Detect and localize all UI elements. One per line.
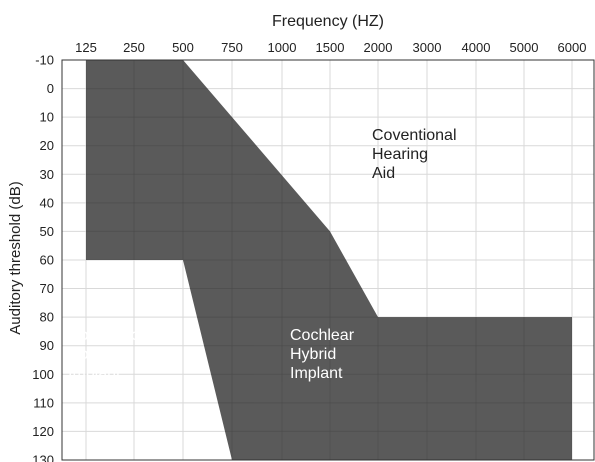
y-tick-label-30: 30 <box>40 167 54 182</box>
annotation-3: Cochlear Hybrid Implant <box>290 327 355 382</box>
x-axis-title: Frequency (HZ) <box>272 13 384 30</box>
annotation-2-line-2: Cochlear <box>68 346 133 363</box>
x-tick-label-125: 125 <box>75 40 97 55</box>
y-tick-label--10: -10 <box>35 53 54 68</box>
x-tick-labels: 125 250 500 750 1000 1500 2000 3000 4000 5000 6000 <box>75 40 586 55</box>
annotation-3-line-2: Hybrid <box>290 346 336 363</box>
region-annotations: Coventional Hearing Aid Conventional Cochlea… <box>68 127 457 382</box>
y-tick-label-70: 70 <box>40 281 54 296</box>
x-tick-label-1000: 1000 <box>268 40 297 55</box>
y-tick-label-110: 110 <box>33 395 54 410</box>
y-tick-label-90: 90 <box>40 338 54 353</box>
annotation-2-line-3: Implant <box>68 365 121 382</box>
annotation-3-line-1: Cochlear <box>290 327 355 344</box>
annotation-3-line-3: Implant <box>290 365 343 382</box>
x-tick-label-500: 500 <box>172 40 194 55</box>
x-tick-label-1500: 1500 <box>316 40 345 55</box>
x-tick-label-2000: 2000 <box>364 40 393 55</box>
plot-frame <box>61 59 595 461</box>
y-tick-label-120: 120 <box>32 424 54 439</box>
x-tick-label-250: 250 <box>123 40 145 55</box>
annotation-2-line-1: Conventional <box>68 327 161 344</box>
annotation-1: Coventional Hearing Aid <box>372 127 457 182</box>
x-tick-label-6000: 6000 <box>558 40 587 55</box>
y-tick-label-50: 50 <box>40 224 54 239</box>
y-tick-label-100: 100 <box>32 367 54 382</box>
annotation-1-line-3: Aid <box>372 165 395 182</box>
x-tick-label-4000: 4000 <box>462 40 491 55</box>
y-tick-label-130: 130 <box>32 452 54 462</box>
x-tick-label-5000: 5000 <box>510 40 539 55</box>
y-tick-label-10: 10 <box>40 110 54 125</box>
x-tick-label-3000: 3000 <box>413 40 442 55</box>
y-axis-title: Auditory threshold (dB) <box>7 181 24 334</box>
y-tick-label-60: 60 <box>40 252 54 267</box>
y-tick-label-80: 80 <box>40 310 54 325</box>
y-tick-label-0: 0 <box>47 81 54 96</box>
y-tick-labels: -10 0 10 20 30 40 50 60 70 80 90 100 110 120 130 <box>32 53 54 462</box>
annotation-2: Conventional Cochlear Implant <box>68 327 161 382</box>
x-tick-label-750: 750 <box>221 40 243 55</box>
y-tick-label-20: 20 <box>40 138 54 153</box>
y-tick-label-40: 40 <box>40 195 54 210</box>
annotation-1-line-1: Coventional <box>372 127 457 144</box>
annotation-1-line-2: Hearing <box>372 146 428 163</box>
